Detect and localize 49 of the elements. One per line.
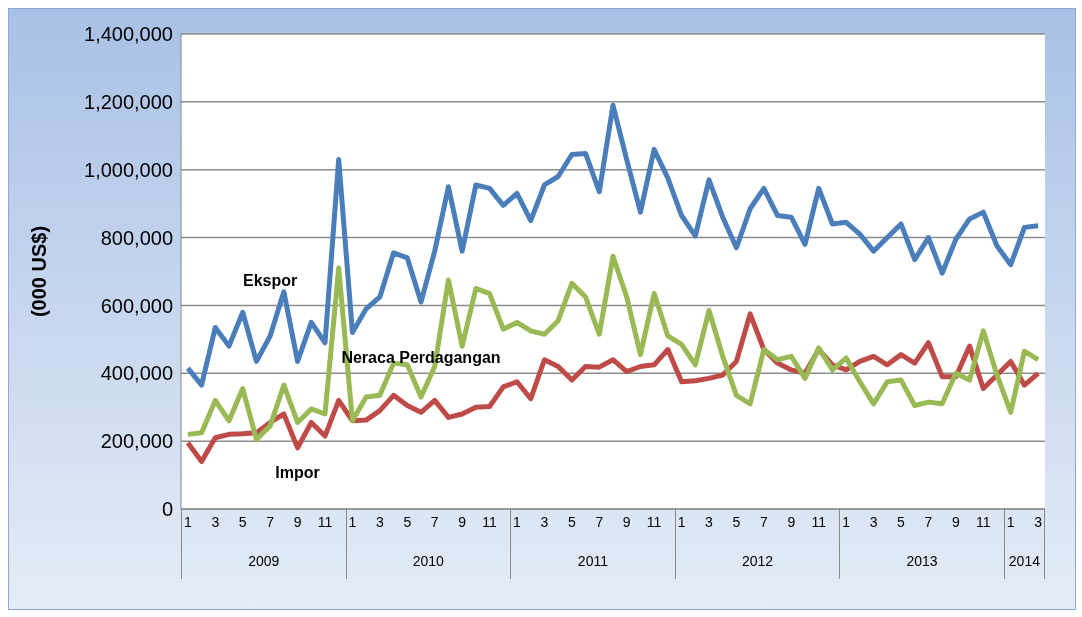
x-tick-label: 7 [595,513,604,530]
x-tick-label: 3 [211,513,220,530]
y-tick-label: 0 [161,498,173,521]
x-tick-label: 11 [811,513,827,530]
x-tick-label: 1 [842,513,851,530]
x-tick-label: 11 [976,513,991,530]
x-tick-label: 5 [567,513,576,530]
x-tick-label: 9 [787,513,796,530]
text: 2010 [411,553,445,569]
x-tick-label: 1 [677,513,686,530]
text: 2014 [1007,553,1041,569]
x-tick-label: 7 [266,513,275,530]
y-tick-label: 1,200,000 [84,90,173,113]
x-tick-label: 3 [540,513,549,530]
x-tick-label: 1 [1006,513,1015,530]
x-tick-label: 3 [375,513,384,530]
x-tick-label: 5 [732,513,741,530]
y-tick-label: 400,000 [100,362,173,385]
text: 2009 [247,553,281,569]
text: 2012 [740,553,775,569]
x-tick-label: 9 [458,513,467,530]
y-axis-title: (000 US$) [28,225,51,318]
x-tick-label: 7 [924,513,933,530]
x-tick-label: 9 [951,513,960,530]
x-tick-label: 11 [646,513,662,530]
y-tick-label: 200,000 [100,430,173,453]
x-tick-label: 1 [348,513,357,530]
x-tick-label: 5 [238,513,247,530]
x-tick-label: 5 [403,513,412,530]
y-tick-label: 800,000 [100,226,173,249]
y-tick-label: 1,400,000 [84,23,173,46]
y-tick-label: 600,000 [100,294,173,317]
x-tick-label: 9 [293,513,302,530]
series-label: Impor [275,463,320,481]
x-tick-label: 3 [705,513,714,530]
series-label: Ekspor [243,271,298,289]
x-tick-label: 11 [317,513,333,530]
x-tick-label: 11 [482,513,498,530]
text: 2013 [905,553,939,569]
x-tick-label: 1 [183,513,192,530]
text: 2011 [576,553,609,569]
x-tick-label: 9 [622,513,631,530]
x-tick-label: 5 [897,513,906,530]
x-tick-label: 3 [1034,513,1043,530]
x-tick-label: 7 [759,513,768,530]
x-tick-label: 3 [869,513,878,530]
x-tick-label: 7 [430,513,439,530]
y-tick-label: 1,000,000 [84,158,173,181]
x-tick-label: 1 [513,513,522,530]
